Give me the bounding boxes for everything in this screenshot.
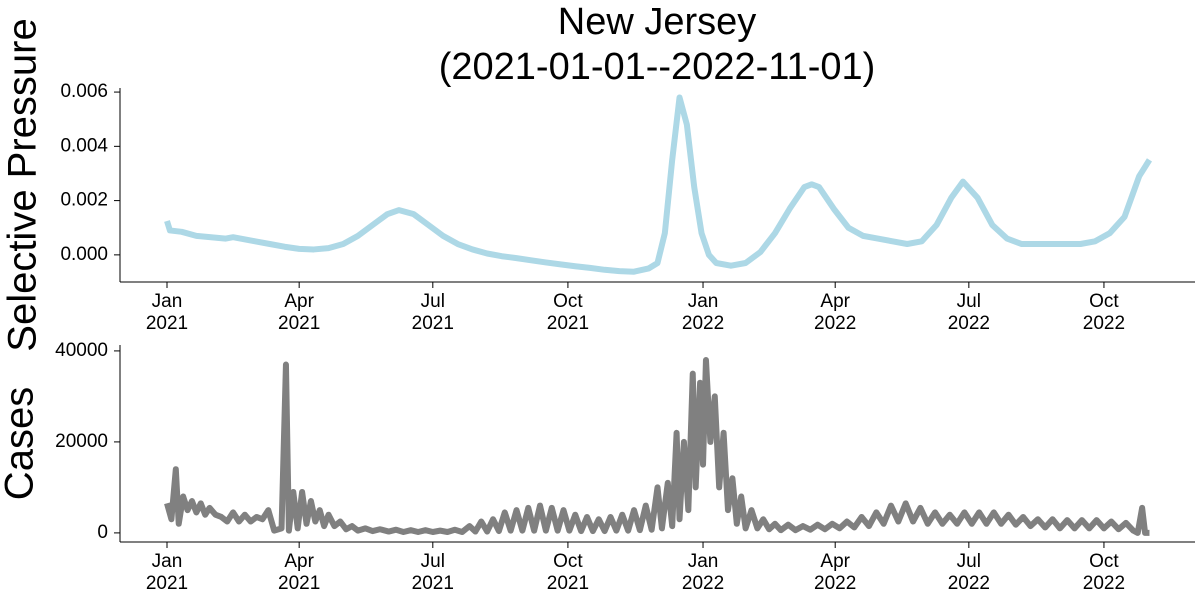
x-tick-label: Jul 2021 [411,291,454,334]
y-tick-label: 0 [97,522,108,543]
x-tick-label: Jan 2022 [681,291,725,334]
x-tick-label: Jul 2022 [947,291,990,334]
x-tick-label: Jul 2022 [947,551,990,594]
x-tick-label: Jan 2021 [145,551,189,594]
y-tick-label: 0.006 [60,81,108,102]
x-tick-label: Oct 2021 [546,551,590,594]
x-tick-label: Jul 2021 [411,551,454,594]
x-tick-label: Apr 2021 [278,551,321,594]
data-line [164,94,1153,275]
data-line [164,357,1150,536]
y-tick-label: 20000 [55,431,108,452]
x-tick-label: Oct 2021 [546,291,590,334]
x-tick-label: Jan 2021 [145,291,189,334]
chart-title: New Jersey (2021-01-01--2022-11-01) [438,1,876,88]
x-tick-label: Apr 2022 [814,291,857,334]
y-axis-label: Selective Pressure [1,18,45,351]
y-tick-label: 0.000 [60,244,108,265]
x-tick-label: Jan 2022 [681,551,725,594]
y-axis-label: Cases [0,387,42,500]
x-tick-label: Oct 2022 [1082,551,1126,594]
x-tick-label: Oct 2022 [1082,291,1126,334]
y-tick-label: 0.002 [60,190,108,211]
y-tick-label: 0.004 [60,135,108,156]
x-tick-label: Apr 2022 [814,551,857,594]
x-tick-label: Apr 2021 [278,291,321,334]
y-tick-label: 40000 [55,340,108,361]
